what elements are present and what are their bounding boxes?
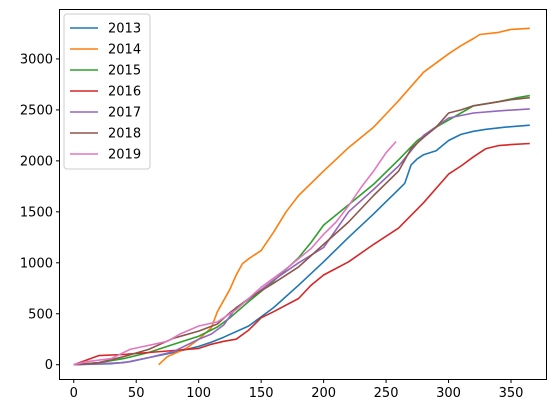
series-line-2017	[73, 108, 530, 366]
series-lines	[73, 27, 530, 366]
legend-label: 2019	[108, 148, 141, 163]
y-tick-label: 2000	[20, 154, 53, 169]
y-axis: 0 500 1000 1500 2000 2500 3000	[20, 52, 60, 373]
legend-label: 2016	[108, 85, 141, 100]
legend-label: 2018	[108, 127, 141, 142]
x-tick-label: 100	[186, 386, 211, 401]
x-tick-label: 300	[436, 386, 461, 401]
y-tick-label: 500	[28, 307, 53, 322]
legend-label: 2013	[108, 22, 141, 37]
x-tick-label: 0	[70, 386, 78, 401]
y-tick-label: 1500	[20, 205, 53, 220]
y-tick-label: 2500	[20, 103, 53, 118]
series-line-2015	[73, 94, 530, 366]
x-tick-label: 200	[311, 386, 336, 401]
x-tick-label: 350	[499, 386, 524, 401]
legend-label: 2015	[108, 64, 141, 79]
y-tick-label: 3000	[20, 52, 53, 67]
y-tick-label: 1000	[20, 256, 53, 271]
legend-box	[63, 13, 151, 170]
y-tick-label: 0	[45, 358, 53, 373]
series-line-2019	[73, 140, 397, 366]
legend-label: 2014	[108, 43, 141, 58]
legend-label: 2017	[108, 106, 141, 121]
legend: 2013 2014 2015 2016 2017 2018 2019	[63, 13, 151, 170]
x-axis: 0 50 100 150 200 250 300 350	[70, 379, 524, 401]
x-tick-label: 50	[128, 386, 145, 401]
x-tick-label: 250	[374, 386, 399, 401]
x-tick-label: 150	[249, 386, 274, 401]
